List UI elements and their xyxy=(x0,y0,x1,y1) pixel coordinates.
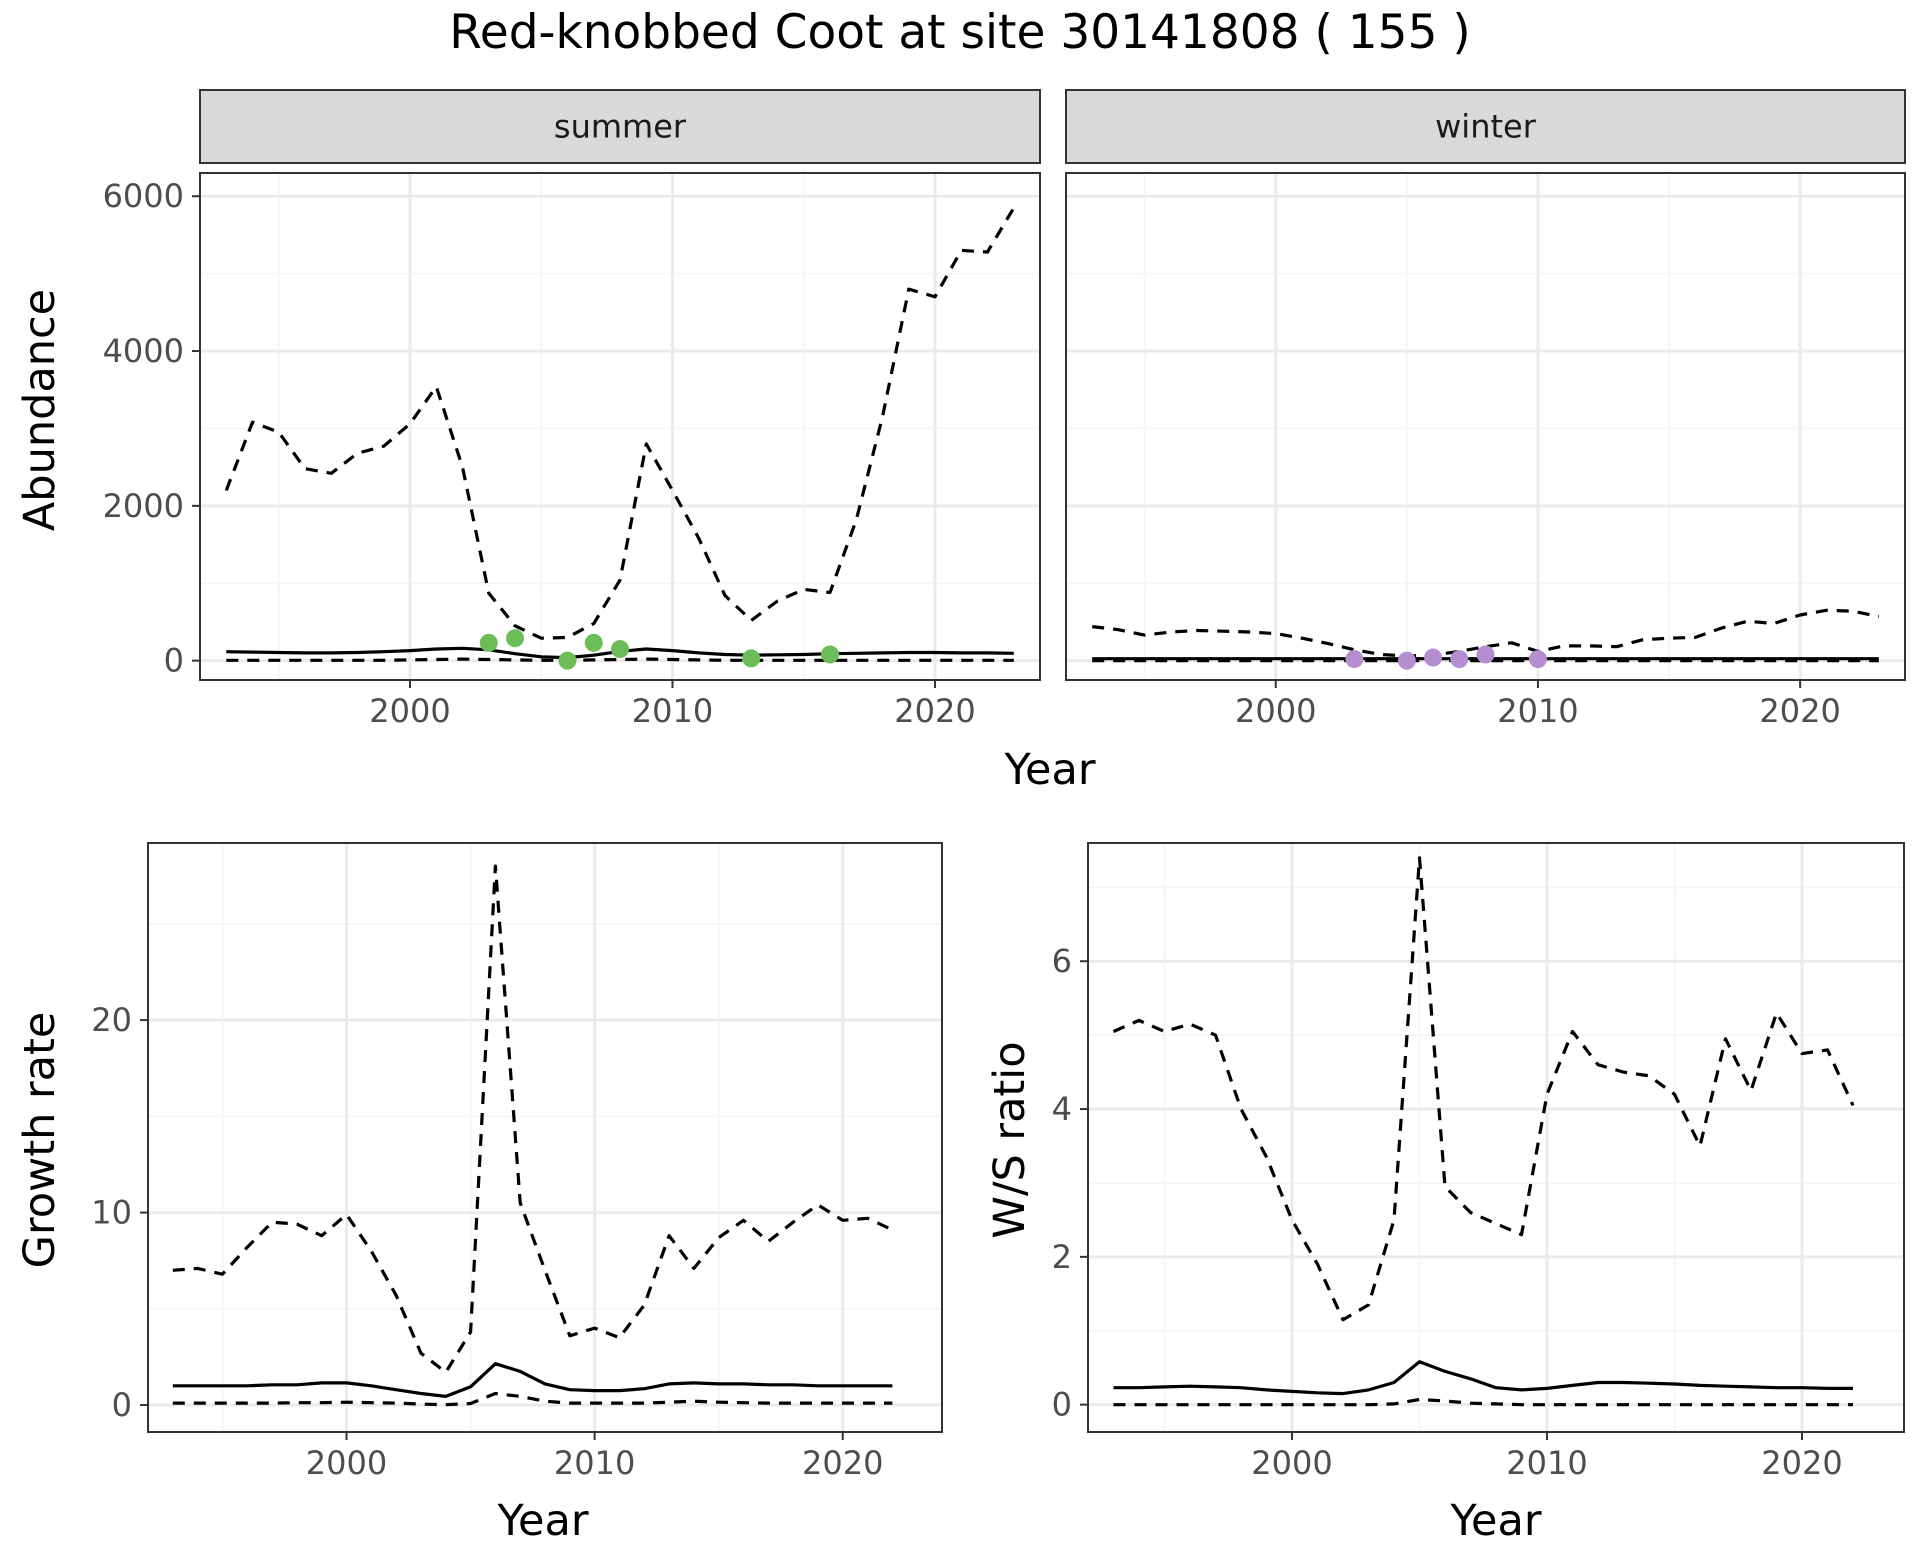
abundance-y-axis-title: Abundance xyxy=(15,289,65,531)
facet-strip-label: winter xyxy=(1435,108,1537,146)
observation-point xyxy=(742,649,761,668)
facet-strip xyxy=(1065,89,1906,164)
panel-border xyxy=(199,172,1041,681)
observation-point xyxy=(1345,650,1364,669)
y-tick-label: 2 xyxy=(1052,1238,1072,1276)
observation-point xyxy=(584,633,603,652)
x-tick-label: 2020 xyxy=(1759,692,1840,730)
observation-point xyxy=(1450,650,1469,669)
facet-strip xyxy=(199,89,1041,164)
observation-point xyxy=(558,651,577,670)
x-tick-label: 2010 xyxy=(632,692,713,730)
series-line-upper xyxy=(1092,608,1880,658)
x-tick-label: 2000 xyxy=(306,1444,387,1482)
x-tick-label: 2000 xyxy=(369,692,450,730)
series-line-estimate xyxy=(172,1362,893,1399)
series-line-upper xyxy=(224,206,1016,640)
plot-background xyxy=(1088,843,1904,1432)
panel-border xyxy=(147,842,943,1433)
x-tick-label: 2000 xyxy=(1251,1444,1332,1482)
y-tick-label: 6000 xyxy=(103,177,184,215)
x-tick-label: 2020 xyxy=(1761,1444,1842,1482)
series-line-lower xyxy=(226,657,1014,662)
y-tick-label: 4000 xyxy=(103,332,184,370)
observation-point xyxy=(611,640,629,659)
series-line-upper xyxy=(1112,856,1855,1322)
panel-border xyxy=(1065,172,1906,681)
x-tick-label: 2000 xyxy=(1235,692,1316,730)
observation-point xyxy=(506,629,524,648)
series-line-upper xyxy=(172,864,894,1374)
y-tick-label: 6 xyxy=(1052,942,1072,980)
observation-point xyxy=(479,633,498,652)
series-line-estimate xyxy=(1113,1360,1853,1396)
plot-background xyxy=(200,173,1040,680)
x-tick-label: 2010 xyxy=(554,1444,635,1482)
growth-x-axis-title: Year xyxy=(496,1496,588,1546)
observation-point xyxy=(1476,645,1495,664)
abundance-x-axis-title: Year xyxy=(1003,745,1095,795)
x-tick-label: 2020 xyxy=(894,692,975,730)
ratio-y-axis-title: W/S ratio xyxy=(985,1041,1035,1238)
ws-ratio-panel: 2000 2010 2020 0 2 4 6 xyxy=(1052,842,1905,1482)
growth-rate-panel: 2000 2010 2020 0 10 20 xyxy=(91,842,943,1482)
series-line-lower xyxy=(172,1391,893,1407)
y-tick-label: 4 xyxy=(1052,1090,1072,1128)
facet-strip-label: summer xyxy=(554,108,687,146)
observation-point xyxy=(1424,648,1443,667)
y-tick-label: 0 xyxy=(164,642,184,680)
y-tick-label: 10 xyxy=(91,1194,132,1232)
x-tick-label: 2010 xyxy=(1506,1444,1587,1482)
y-tick-label: 0 xyxy=(1052,1386,1072,1424)
observation-point xyxy=(1397,651,1416,670)
figure-title: Red-knobbed Coot at site 30141808 ( 155 … xyxy=(449,5,1471,60)
panel-border xyxy=(1087,842,1905,1433)
winter-panel: winter 2000 2010 2020 xyxy=(1065,89,1906,730)
series-line-lower xyxy=(1113,1397,1853,1407)
x-tick-label: 2010 xyxy=(1497,692,1578,730)
ratio-x-axis-title: Year xyxy=(1449,1496,1541,1546)
y-tick-label: 20 xyxy=(91,1001,132,1039)
plot-background xyxy=(148,843,942,1432)
y-tick-label: 0 xyxy=(112,1386,132,1424)
x-tick-label: 2020 xyxy=(802,1444,883,1482)
plot-background xyxy=(1066,173,1905,680)
y-tick-label: 2000 xyxy=(103,487,184,525)
observation-point xyxy=(1528,650,1547,669)
summer-panel: summer 2000 2010 2020 0 2000 4000 6000 xyxy=(103,89,1041,730)
observation-point xyxy=(821,645,839,664)
growth-y-axis-title: Growth rate xyxy=(15,1012,65,1269)
